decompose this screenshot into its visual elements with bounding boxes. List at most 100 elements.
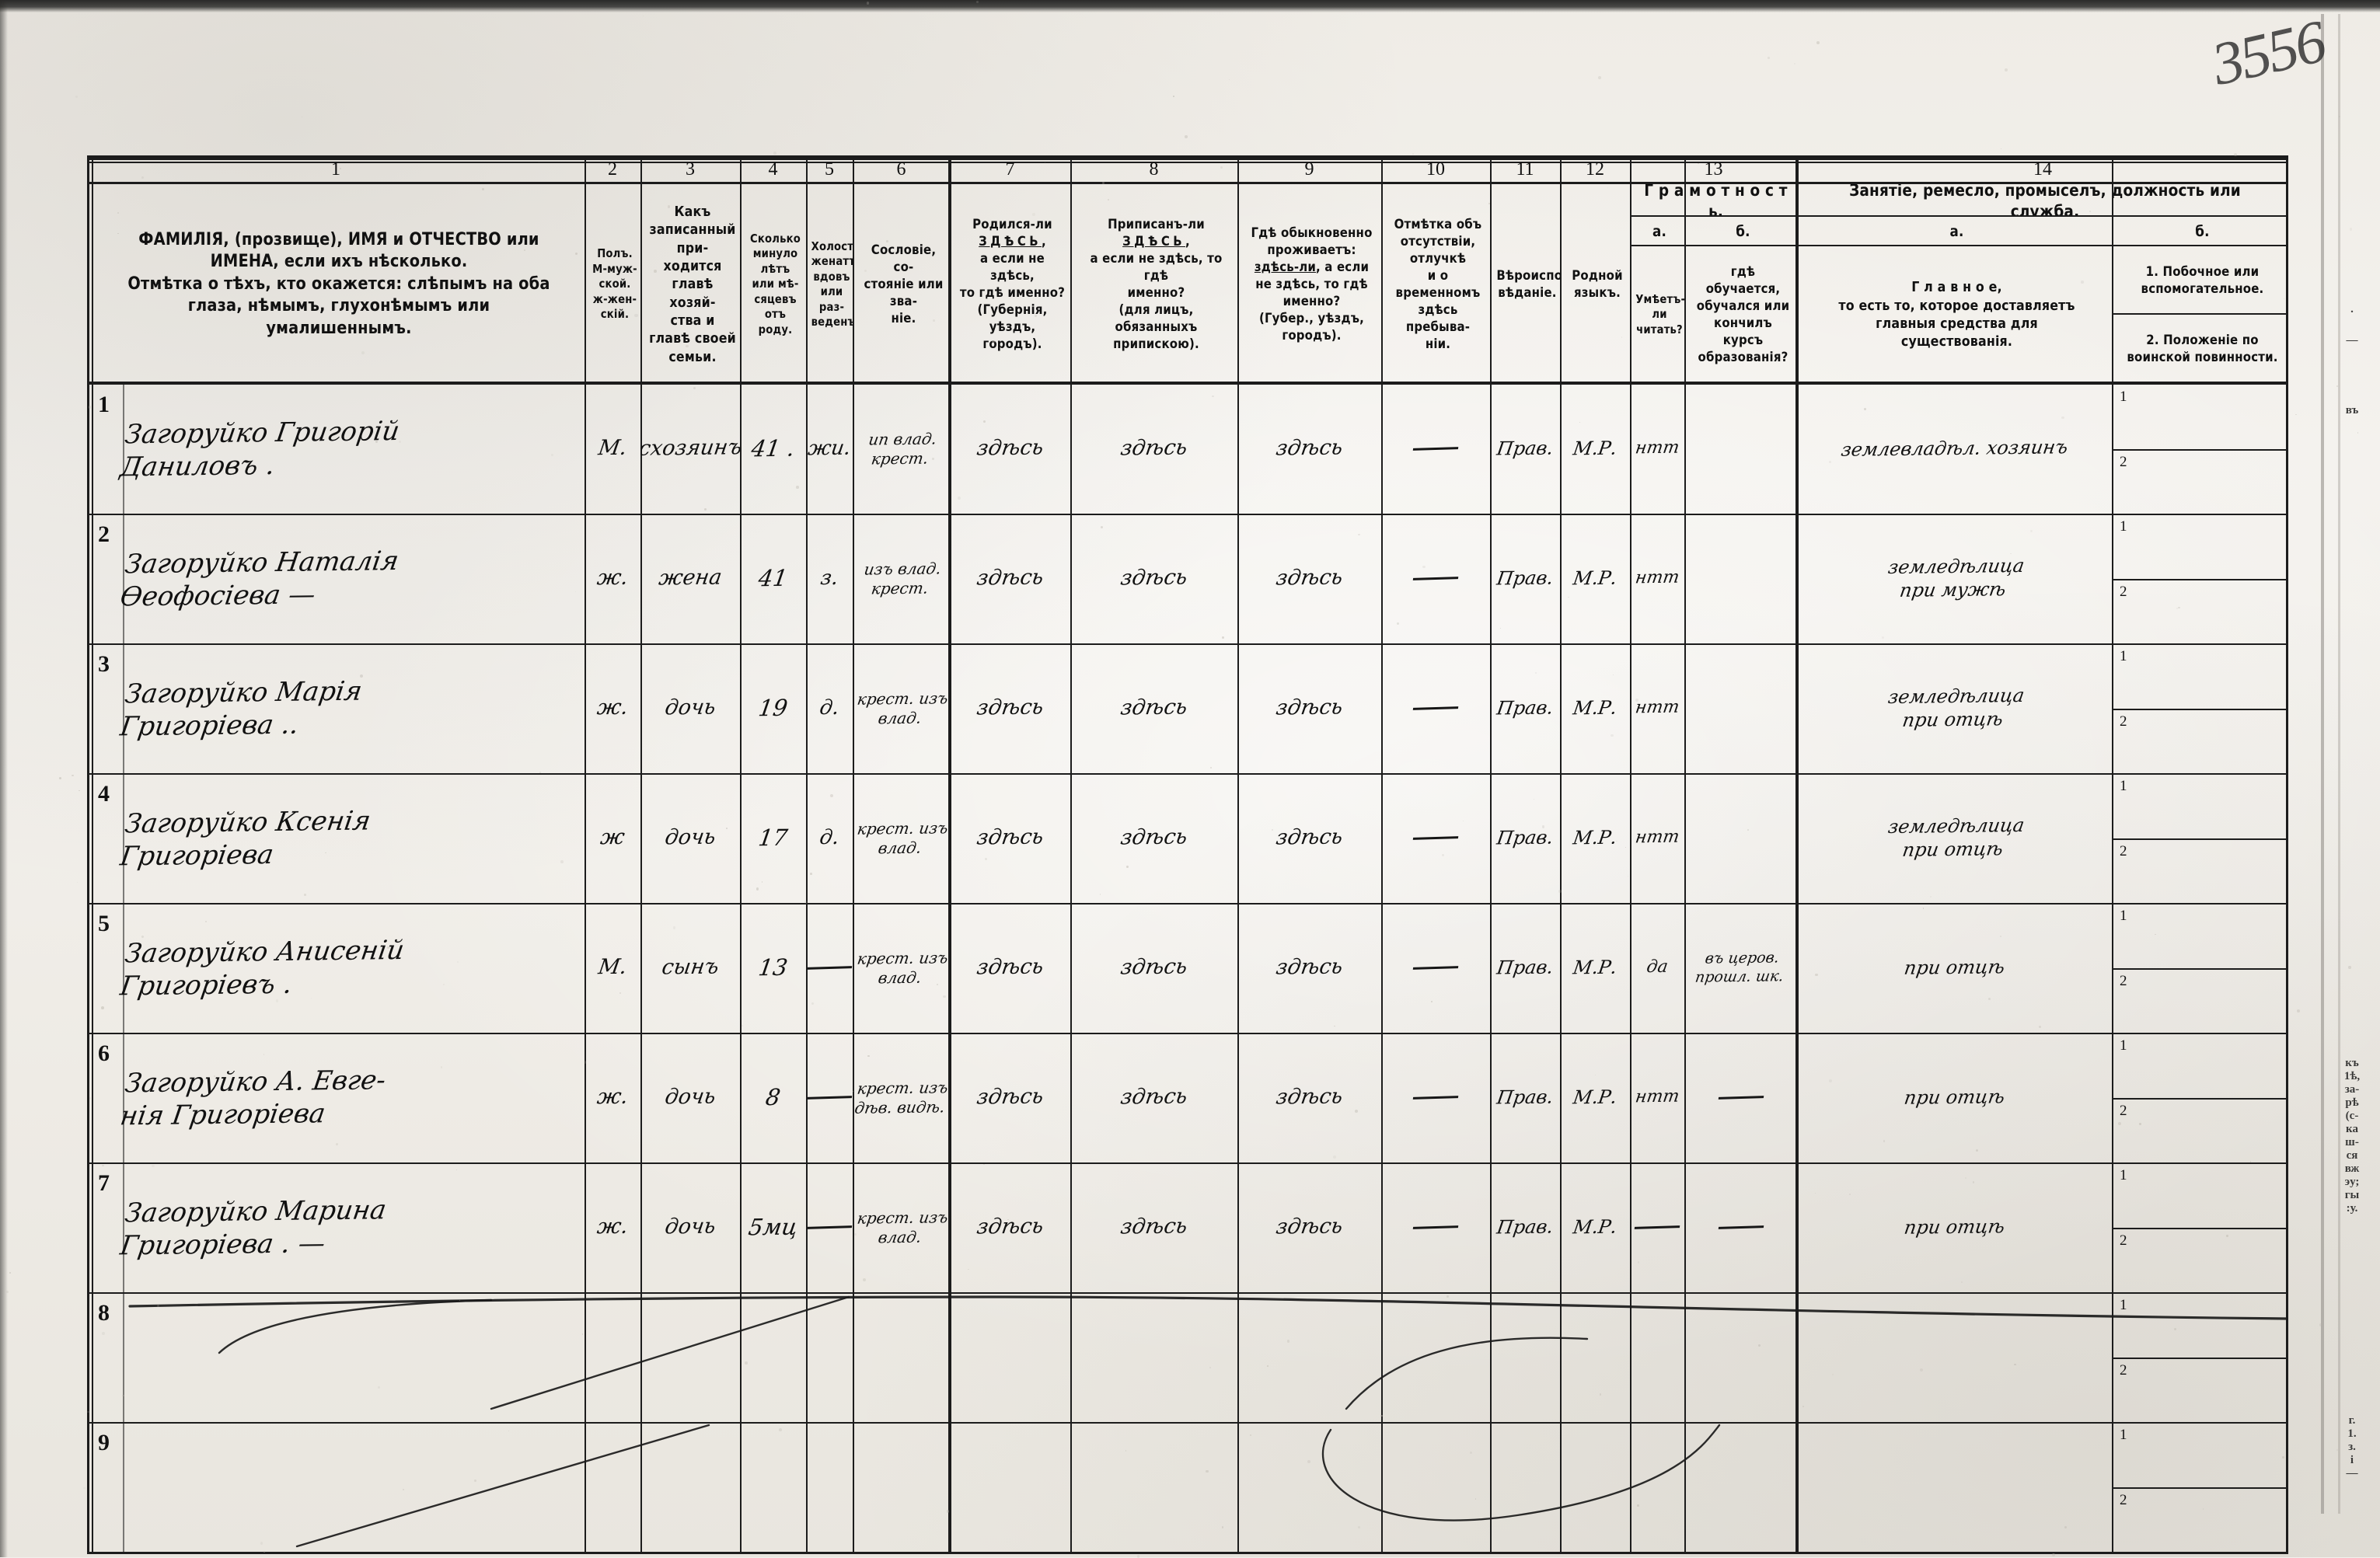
cell-name: Загоруйко Наталія Өеофосіева — — [87, 514, 585, 643]
header-col-14a-main: Г л а в н о е, то есть то, которое достав… — [1797, 245, 2112, 382]
paper-speck — [1028, 294, 1031, 297]
cell-relation: схозяинъ — [640, 384, 740, 514]
header-col-4-age-text: Сколько минуло лѣтъ или мѣ-сяцевъ отъ роду. — [749, 231, 801, 336]
cell-occupation-main-value — [1797, 1292, 2112, 1422]
cell-religion-value — [1490, 1422, 1560, 1552]
cell-military-status-index: 2 — [2120, 842, 2127, 859]
cell-military-status-index: 2 — [2120, 972, 2127, 989]
table-rule — [948, 157, 951, 1552]
cell-literate — [1630, 1292, 1684, 1422]
cell-religion: Прав. — [1490, 1162, 1560, 1292]
row-number: 5 — [98, 911, 110, 936]
cell-sex-value — [585, 1422, 640, 1552]
paper-speck — [804, 901, 808, 904]
cell-estate: крест. изъ влад. — [853, 903, 950, 1033]
paper-speck — [1988, 998, 1991, 1001]
paper-speck — [1307, 1460, 1311, 1464]
table-rule — [640, 157, 642, 1552]
cell-sex: ж. — [585, 1162, 640, 1292]
cell-estate-value: крест. изъ влад. — [856, 688, 950, 727]
cell-literate: нтт — [1630, 384, 1684, 514]
cell-age: 41 — [740, 514, 806, 643]
cell-language-value: М.Р. — [1572, 826, 1619, 849]
cell-age: 8 — [740, 1033, 806, 1162]
cell-birthplace-value: здѣсь — [975, 824, 1045, 850]
column-number-10: 10 — [1381, 157, 1490, 182]
cell-occupation-main: земледѣлица при отцѣ — [1797, 643, 2112, 773]
column-number-6: 6 — [853, 157, 950, 182]
cell-sex-value: ж — [598, 824, 626, 850]
empty-dash — [1718, 1225, 1764, 1229]
cell-residence: здѣсь — [1237, 643, 1381, 773]
cell-relation: дочь — [640, 773, 740, 903]
cell-sex-value: М. — [596, 954, 629, 980]
paper-speck — [693, 387, 696, 390]
table-rule — [2112, 1357, 2288, 1359]
table-rule — [87, 1552, 2288, 1554]
cell-marital: з. — [806, 514, 853, 643]
table-rule — [87, 643, 2288, 645]
paper-speck — [361, 351, 365, 355]
header-col-8-registration: Приписанъ-ли ЗДѢСЬ, а если не здѣсь, то г… — [1070, 184, 1237, 382]
paper-speck — [1185, 135, 1188, 138]
cell-registration-value: здѣсь — [1118, 824, 1189, 850]
cell-residence-value: здѣсь — [1274, 695, 1345, 720]
cell-literate-value — [1630, 1422, 1684, 1552]
cell-literate: нтт — [1630, 773, 1684, 903]
cell-marital: д. — [806, 643, 853, 773]
cell-age: 5мц — [740, 1162, 806, 1292]
cell-absence-value — [1381, 773, 1490, 903]
cell-residence-value: здѣсь — [1274, 954, 1345, 980]
header-col-13b-letter-text: б. — [1736, 222, 1750, 240]
paper-speck — [2296, 1009, 2300, 1013]
paper-speck — [377, 1386, 380, 1389]
paper-speck — [1829, 1079, 1833, 1082]
paper-speck — [1883, 1140, 1886, 1142]
cell-age-value: 17 — [756, 824, 790, 852]
cell-relation: жена — [640, 514, 740, 643]
cell-literate-value: нтт — [1634, 567, 1681, 588]
cell-military-status: 2 — [2112, 579, 2288, 644]
paper-speck — [524, 249, 525, 251]
cell-age: 19 — [740, 643, 806, 773]
cell-relation-value: дочь — [663, 1084, 717, 1110]
table-rule — [87, 1033, 2288, 1034]
cell-name: Загоруйко Ксенія Григоріева — [87, 773, 585, 903]
paper-speck — [756, 887, 759, 891]
cell-military-status: 2 — [2112, 838, 2288, 904]
cell-occupation-main-value: земледѣлица при мужѣ — [1886, 555, 2026, 601]
cell-relation: сынъ — [640, 903, 740, 1033]
paper-speck — [1579, 421, 1581, 423]
paper-speck — [1815, 1192, 1816, 1194]
paper-speck — [2176, 607, 2179, 609]
cell-relation-value — [640, 1422, 740, 1552]
paper-speck — [2348, 966, 2351, 969]
paper-speck — [303, 894, 306, 896]
paper-speck — [335, 682, 337, 685]
header-col-9-residence-text: Гдѣ обыкновенно проживаетъ: здѣсь-ли, а ес… — [1251, 225, 1373, 344]
paper-speck — [2029, 529, 2033, 532]
column-number-label: 1 — [331, 159, 340, 180]
cell-religion-value: Прав. — [1495, 566, 1555, 590]
paper-speck — [2155, 933, 2156, 936]
table-rule — [2112, 838, 2288, 840]
cell-residence-value: здѣсь — [1274, 1084, 1345, 1110]
cell-military-status-index: 2 — [2120, 1232, 2127, 1249]
margin-instruction-fragment: г. 1. з. і — — [2346, 1414, 2358, 1480]
cell-marital — [806, 903, 853, 1033]
margin-instruction-fragment: къ 1ѣ, за-рѣ (с-ка ш-ся вж эу; гы:у. — [2343, 1057, 2361, 1215]
cell-religion-value: Прав. — [1495, 437, 1555, 460]
paper-speck — [1108, 199, 1110, 200]
paper-speck — [260, 1542, 263, 1545]
paper-speck — [864, 270, 867, 273]
empty-dash — [806, 1096, 853, 1100]
cell-birthplace: здѣсь — [950, 1033, 1070, 1162]
cell-birthplace: здѣсь — [950, 514, 1070, 643]
paper-speck — [79, 789, 80, 792]
column-number-label: 6 — [896, 159, 906, 180]
cell-occupation-main-value: земледѣлица при отцѣ — [1886, 814, 2026, 861]
paper-speck — [213, 1075, 215, 1077]
cell-registration-value: здѣсь — [1118, 1214, 1189, 1239]
paper-speck — [1747, 829, 1749, 831]
cell-name: Загоруйко Григорій Даниловъ . — [87, 384, 585, 514]
